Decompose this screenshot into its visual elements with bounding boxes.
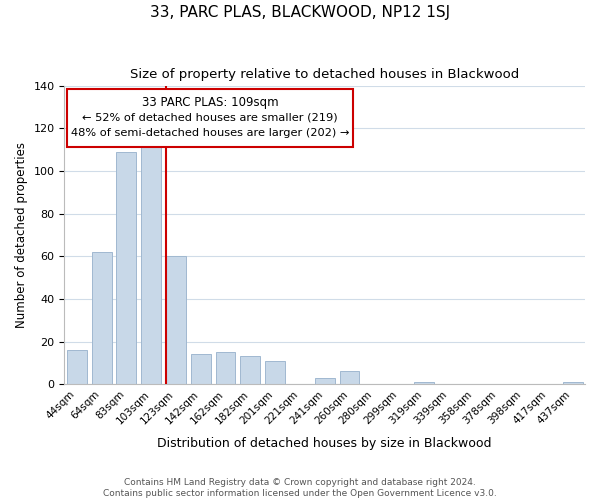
Text: 33 PARC PLAS: 109sqm: 33 PARC PLAS: 109sqm — [142, 96, 278, 110]
FancyBboxPatch shape — [67, 89, 353, 147]
Bar — [215, 352, 235, 384]
Bar — [563, 382, 583, 384]
Bar — [265, 360, 285, 384]
Bar — [241, 356, 260, 384]
Text: 33, PARC PLAS, BLACKWOOD, NP12 1SJ: 33, PARC PLAS, BLACKWOOD, NP12 1SJ — [150, 5, 450, 20]
Text: 48% of semi-detached houses are larger (202) →: 48% of semi-detached houses are larger (… — [71, 128, 349, 138]
Bar — [92, 252, 112, 384]
X-axis label: Distribution of detached houses by size in Blackwood: Distribution of detached houses by size … — [157, 437, 492, 450]
Bar — [340, 372, 359, 384]
Bar — [67, 350, 87, 384]
Bar — [166, 256, 186, 384]
Bar — [116, 152, 136, 384]
Bar — [315, 378, 335, 384]
Text: Contains HM Land Registry data © Crown copyright and database right 2024.
Contai: Contains HM Land Registry data © Crown c… — [103, 478, 497, 498]
Bar — [141, 135, 161, 384]
Bar — [191, 354, 211, 384]
Bar — [414, 382, 434, 384]
Y-axis label: Number of detached properties: Number of detached properties — [15, 142, 28, 328]
Text: ← 52% of detached houses are smaller (219): ← 52% of detached houses are smaller (21… — [82, 112, 338, 122]
Title: Size of property relative to detached houses in Blackwood: Size of property relative to detached ho… — [130, 68, 520, 80]
